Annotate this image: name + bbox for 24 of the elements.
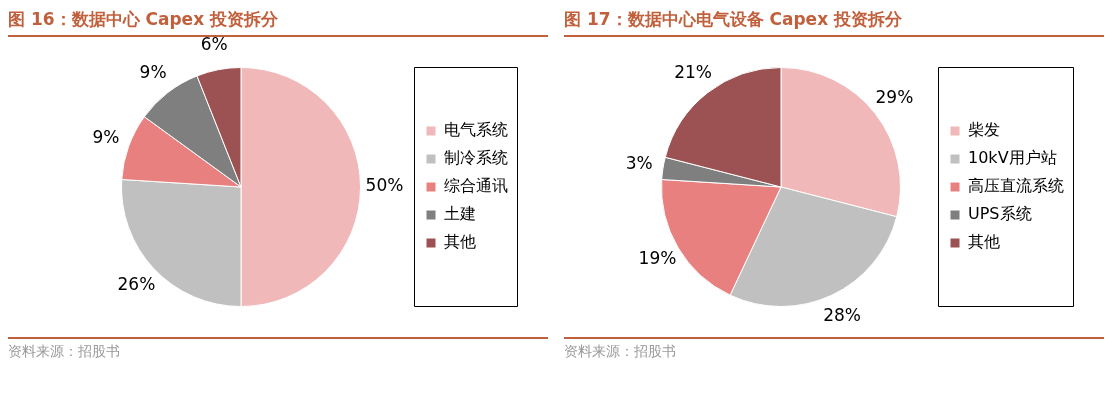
legend-label: 其他 xyxy=(444,232,476,252)
data-label: 50% xyxy=(365,175,404,196)
legend-label: 柴发 xyxy=(968,120,1000,140)
data-label: 26% xyxy=(117,273,156,294)
data-label: 3% xyxy=(625,152,653,173)
legend-label: 综合通讯 xyxy=(444,176,508,196)
data-label: 29% xyxy=(875,87,914,108)
data-label: 28% xyxy=(823,305,861,326)
legend-label: 土建 xyxy=(444,204,476,224)
legend-label: 高压直流系统 xyxy=(968,176,1064,196)
legend-label: 10kV用户站 xyxy=(968,148,1057,168)
data-label: 9% xyxy=(139,62,167,83)
chart-title: 图 17：数据中心电气设备 Capex 投资拆分 xyxy=(564,8,1104,37)
data-label: 6% xyxy=(200,34,228,55)
data-label: 9% xyxy=(92,126,120,147)
legend-label: 制冷系统 xyxy=(444,148,508,168)
legend-label: 其他 xyxy=(968,232,1000,252)
data-label: 19% xyxy=(638,248,677,269)
text: 资料来源：招股书 xyxy=(564,343,677,361)
text: 资料来源：招股书 xyxy=(8,343,121,361)
legend-label: 电气系统 xyxy=(444,120,508,140)
chart-title: 图 16：数据中心 Capex 投资拆分 xyxy=(8,9,279,29)
data-label: 21% xyxy=(674,62,712,83)
legend-label: UPS系统 xyxy=(968,204,1032,224)
